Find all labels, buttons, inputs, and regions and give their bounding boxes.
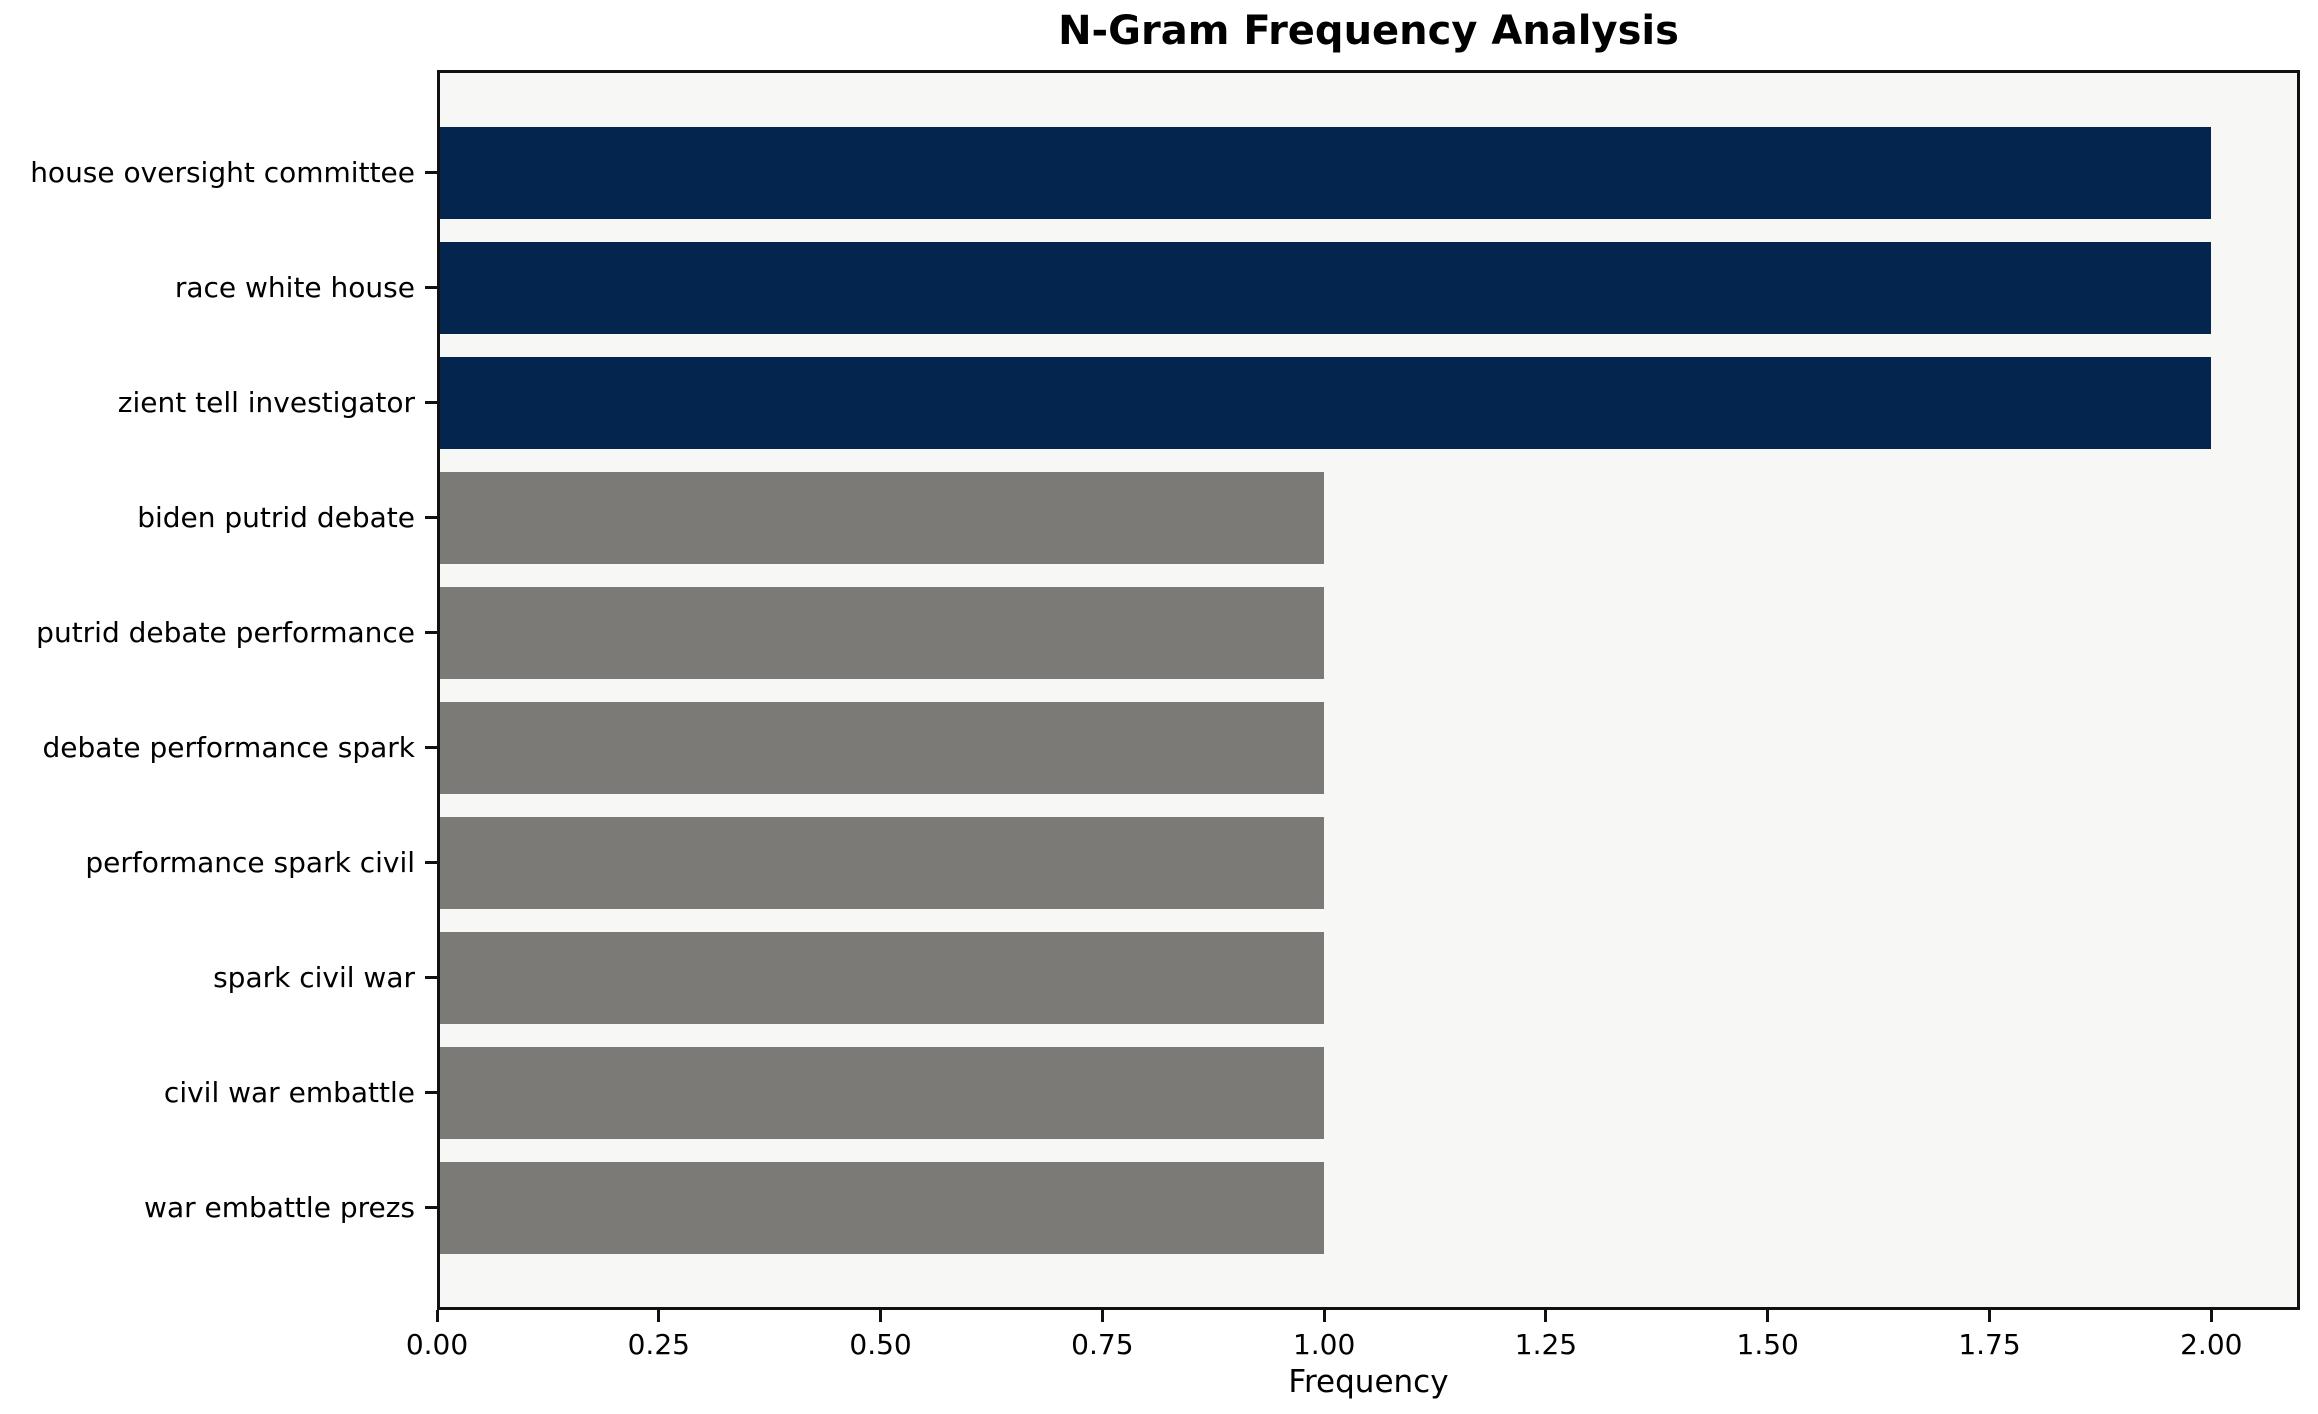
x-axis-title: Frequency: [1288, 1364, 1449, 1400]
bar-row: [437, 460, 2300, 575]
y-axis-labels: house oversight committee race white hous…: [0, 70, 437, 1310]
bar-row: [437, 345, 2300, 460]
y-tick-mark: [425, 631, 437, 634]
x-tick-label: 1.25: [1514, 1328, 1578, 1361]
bar: [437, 356, 2212, 449]
x-tick-mark: [1766, 1310, 1770, 1322]
y-axis-label: biden putrid debate: [137, 501, 415, 534]
x-tick-mark: [1544, 1310, 1548, 1322]
chart-title: N-Gram Frequency Analysis: [1058, 8, 1679, 54]
y-axis-label: house oversight committee: [30, 156, 415, 189]
x-tick-label: 0.50: [849, 1328, 912, 1361]
x-tick-mark: [1322, 1310, 1326, 1322]
x-tick-label: 1.50: [1736, 1328, 1799, 1361]
bar: [437, 1161, 1325, 1254]
x-tick-mark: [2209, 1310, 2213, 1322]
x-tick-label: 1.75: [1958, 1328, 2021, 1361]
y-tick-mark: [425, 401, 437, 404]
y-axis-label: zient tell investigator: [117, 386, 415, 419]
y-axis-label: race white house: [174, 271, 415, 304]
bar: [437, 816, 1325, 909]
y-tick-mark: [425, 286, 437, 289]
bar-row: [437, 920, 2300, 1035]
bar-row: [437, 1035, 2300, 1150]
x-tick-label: 0.75: [1071, 1328, 1134, 1361]
x-tick-mark: [1100, 1310, 1104, 1322]
y-tick-mark: [425, 861, 437, 864]
bar: [437, 241, 2212, 334]
y-axis-ticks: [0, 70, 437, 1310]
bar-row: [437, 575, 2300, 690]
y-axis-label: debate performance spark: [42, 731, 415, 764]
x-tick-mark: [879, 1310, 883, 1322]
y-axis-label: performance spark civil: [85, 846, 415, 879]
bar: [437, 1046, 1325, 1139]
x-axis: 0.00 0.25 0.50 0.75 1.00 1.25 1.50 1.75 2.00: [406, 1310, 2300, 1370]
bar-row: [437, 230, 2300, 345]
bar: [437, 701, 1325, 794]
x-tick-mark: [657, 1310, 661, 1322]
y-axis-label: war embattle prezs: [144, 1191, 415, 1224]
bar-row: [437, 805, 2300, 920]
y-axis-label: putrid debate performance: [36, 616, 415, 649]
x-tick-label: 1.00: [1292, 1328, 1356, 1361]
x-tick-label: 2.00: [2180, 1328, 2243, 1361]
bar: [437, 126, 2212, 219]
plot-area: [437, 70, 2300, 1310]
y-tick-mark: [425, 516, 437, 519]
x-tick-mark: [1988, 1310, 1991, 1322]
y-tick-mark: [425, 746, 437, 749]
y-axis-label: spark civil war: [213, 961, 415, 994]
y-tick-mark: [425, 1206, 437, 1209]
x-tick-label: 0.00: [405, 1328, 469, 1361]
bar-row: [437, 690, 2300, 805]
bar: [437, 931, 1325, 1024]
y-tick-mark: [425, 1091, 437, 1094]
x-tick-label: 0.25: [627, 1328, 690, 1361]
bar: [437, 586, 1325, 679]
y-axis-label: civil war embattle: [163, 1076, 415, 1109]
bar-row: [437, 1150, 2300, 1265]
bar: [437, 471, 1325, 564]
y-tick-mark: [425, 171, 437, 174]
x-tick-mark: [435, 1310, 439, 1322]
bar-row: [437, 115, 2300, 230]
y-tick-mark: [425, 976, 437, 979]
